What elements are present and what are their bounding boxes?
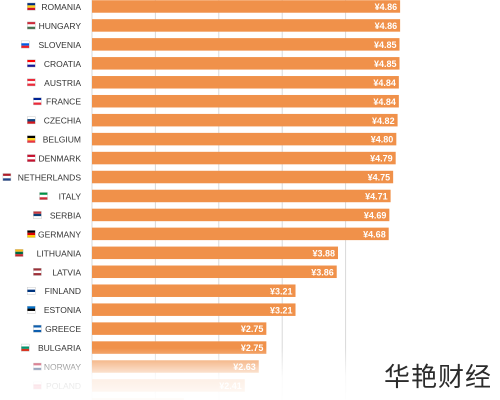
value-label: ¥4.80	[371, 135, 394, 145]
bar	[92, 38, 400, 51]
value-label: ¥3.21	[270, 305, 293, 315]
flag-icon	[27, 78, 36, 87]
category-label: BULGARIA	[38, 343, 81, 353]
category-label: NETHERLANDS	[18, 173, 82, 183]
value-label: ¥3.88	[312, 248, 335, 258]
category-label: SLOVENIA	[38, 40, 81, 50]
bar	[92, 322, 267, 335]
bar	[92, 208, 390, 222]
bar	[92, 284, 296, 297]
category-label: CZECHIA	[44, 116, 82, 126]
category-label: LATVIA	[52, 267, 81, 277]
bar	[92, 303, 296, 316]
category-label: LITHUANIA	[37, 248, 82, 258]
flag-icons-group	[2, 2, 48, 390]
value-label: ¥4.69	[364, 211, 387, 221]
flag-icon	[33, 268, 42, 276]
bar	[92, 227, 389, 241]
value-label: ¥4.85	[374, 59, 397, 69]
flag-icon	[27, 21, 36, 30]
category-label: DENMARK	[38, 154, 81, 164]
flag-icon	[2, 173, 12, 181]
flag-icon	[39, 192, 48, 200]
value-label: ¥2.41	[219, 381, 242, 391]
flag-icon	[27, 59, 36, 68]
category-label: FINLAND	[45, 286, 81, 296]
bar	[92, 189, 391, 203]
bar	[92, 170, 394, 184]
category-label: ESTONIA	[44, 305, 81, 315]
flag-icon	[33, 381, 42, 390]
flag-icon	[27, 230, 36, 238]
flag-icon	[27, 135, 36, 144]
category-label: SERBIA	[50, 210, 82, 220]
category-label: AUSTRIA	[44, 78, 81, 88]
flag-icon	[27, 287, 36, 295]
bar	[92, 151, 396, 165]
flag-icon	[33, 324, 42, 333]
flag-icon	[33, 97, 42, 106]
flag-icon	[21, 343, 30, 352]
category-label: ROMANIA	[41, 2, 81, 12]
flag-icon	[27, 154, 36, 162]
bar	[92, 246, 338, 260]
flag-icon	[33, 211, 42, 219]
bar	[92, 132, 397, 146]
category-label: BELGIUM	[43, 135, 81, 145]
value-label: ¥4.86	[375, 21, 398, 31]
value-label: ¥4.84	[373, 78, 396, 88]
value-label: ¥4.86	[375, 2, 398, 12]
flag-icon	[21, 40, 30, 49]
flag-icon	[27, 2, 36, 11]
category-label: POLAND	[46, 381, 81, 391]
value-label: ¥2.75	[241, 324, 264, 334]
category-label: ITALY	[59, 191, 82, 201]
category-label: GREECE	[45, 324, 81, 334]
value-label: ¥4.68	[363, 229, 386, 239]
bar	[92, 19, 401, 32]
value-label: ¥2.75	[241, 343, 264, 353]
value-label: ¥4.84	[373, 97, 396, 107]
bar	[92, 76, 399, 89]
bar	[92, 265, 337, 279]
value-label: ¥2.63	[233, 362, 256, 372]
category-label: HUNGARY	[39, 21, 82, 31]
bar	[92, 94, 399, 108]
flag-icon	[33, 362, 42, 371]
category-label: CROATIA	[44, 59, 81, 69]
bar	[92, 57, 400, 70]
bars-group	[92, 0, 401, 400]
value-label: ¥4.75	[368, 173, 391, 183]
flag-icon	[27, 305, 36, 314]
value-label: ¥4.79	[370, 154, 393, 164]
watermark: 华艳财经	[383, 363, 492, 393]
value-label: ¥3.21	[270, 286, 293, 296]
bar	[92, 0, 401, 13]
value-label: ¥4.71	[365, 192, 388, 202]
category-label: NORWAY	[44, 362, 81, 372]
category-label: FRANCE	[46, 97, 81, 107]
bar	[92, 113, 398, 127]
flag-icon	[14, 249, 24, 257]
value-label: ¥3.86	[311, 267, 334, 277]
value-label: ¥4.85	[374, 40, 397, 50]
flag-icon	[27, 116, 36, 125]
category-label: GERMANY	[38, 229, 81, 239]
value-label: ¥4.82	[372, 116, 395, 126]
